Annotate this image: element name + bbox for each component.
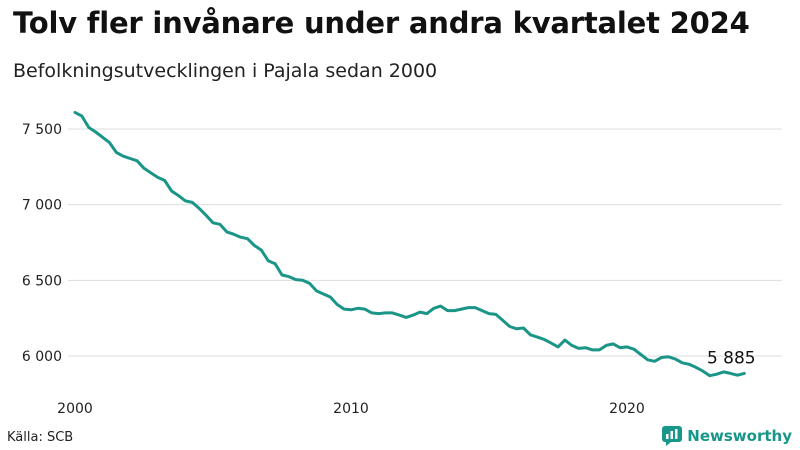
end-value-label: 5 885 (707, 348, 756, 368)
y-tick-label: 7 500 (22, 122, 62, 138)
source-note: Källa: SCB (7, 430, 74, 445)
x-axis-ticks: 2000 2010 2020 (57, 401, 645, 417)
x-tick-label: 2020 (609, 401, 645, 417)
chart-title: Tolv fler invånare under andra kvartalet… (13, 6, 750, 40)
x-tick-label: 2010 (333, 401, 369, 417)
y-tick-label: 6 500 (22, 273, 62, 289)
chart-subtitle: Befolkningsutvecklingen i Pajala sedan 2… (13, 60, 438, 82)
y-tick-label: 7 000 (22, 198, 62, 214)
line-chart: 6 000 6 500 7 000 7 500 2000 2010 2020 5 885 (22, 110, 782, 417)
brand-logo: Newsworthy (662, 426, 792, 446)
chart-logo-icon (662, 426, 683, 446)
population-line (73, 110, 746, 378)
x-tick-label: 2000 (57, 401, 93, 417)
y-tick-label: 6 000 (22, 349, 62, 365)
brand-name: Newsworthy (687, 427, 792, 445)
y-axis-ticks: 6 000 6 500 7 000 7 500 (22, 122, 62, 365)
gridlines (68, 128, 782, 357)
